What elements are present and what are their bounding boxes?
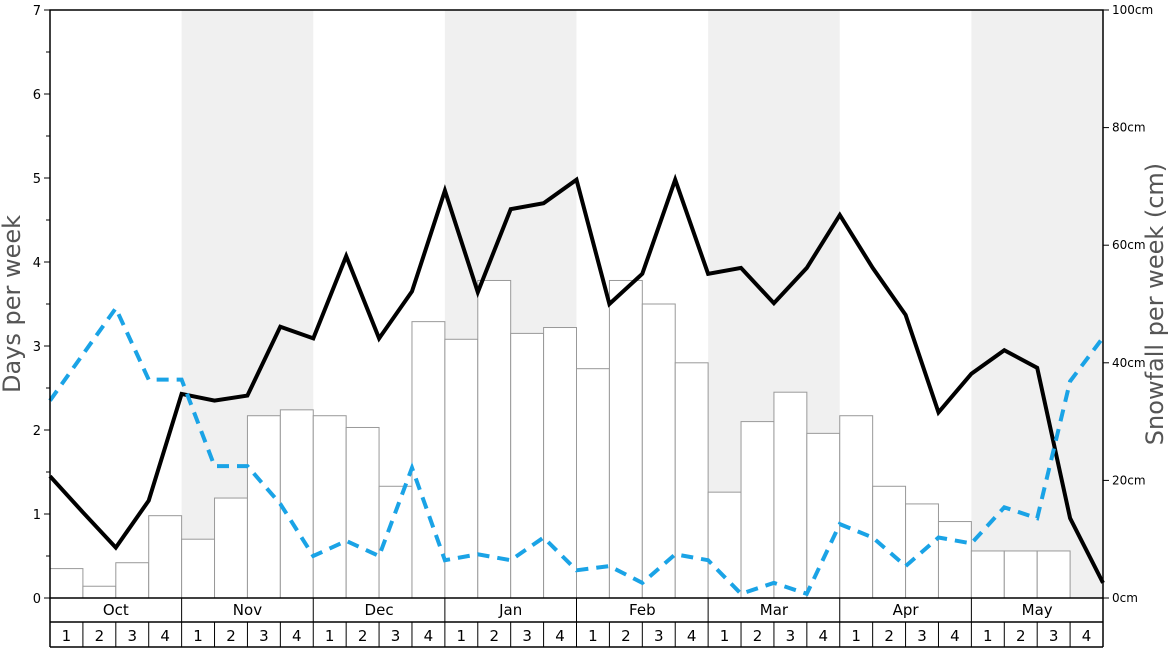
snowfall-bar [246,415,281,599]
snowfall-bar [806,432,841,599]
month-label: Apr [893,601,920,619]
month-label: Mar [760,601,789,619]
month-label: Jan [498,601,522,619]
week-label: 2 [358,627,368,645]
left-tick-label: 4 [33,256,41,271]
snowfall-bar [1003,550,1038,599]
week-label: 2 [884,627,894,645]
snowfall-bar [181,538,216,599]
snowfall-bar [608,279,643,599]
left-tick-label: 3 [33,340,41,355]
week-label: 2 [1016,627,1026,645]
right-tick-label: 20cm [1112,473,1146,487]
left-tick-label: 5 [33,172,41,187]
right-tick-label: 80cm [1112,121,1146,135]
week-label: 3 [917,627,927,645]
month-label: Nov [233,601,262,619]
week-label: 2 [226,627,236,645]
snowfall-bar [937,521,972,599]
right-axis: 0cm 20cm 40cm 60cm 80cm 100cm [1103,3,1153,605]
right-tick-label: 40cm [1112,356,1146,370]
week-label: 4 [950,627,960,645]
week-label: 1 [193,627,203,645]
week-label: 1 [325,627,335,645]
week-label: 3 [259,627,269,645]
week-label: 3 [127,627,137,645]
week-label: 2 [489,627,499,645]
right-tick-label: 0cm [1112,591,1138,605]
week-label: 4 [424,627,434,645]
left-tick-label: 1 [33,508,41,523]
snowfall-bar [345,426,380,599]
week-label: 3 [654,627,664,645]
left-tick-label: 0 [33,592,41,607]
week-label: 4 [1082,627,1092,645]
solid-days-line [48,173,1105,584]
week-label: 3 [786,627,796,645]
snowfall-bar [773,391,808,599]
snowfall-bar [115,562,150,599]
week-label: 4 [687,627,697,645]
week-label: 1 [851,627,861,645]
month-label: Feb [629,601,656,619]
month-label: Oct [103,601,129,619]
snowfall-bar [214,497,248,599]
snowfall-bar [707,491,742,599]
month-label: May [1022,601,1053,619]
snowfall-bar [641,303,676,599]
week-label: 2 [95,627,105,645]
dashed-days-line [48,304,1105,597]
snowfall-bar [279,409,314,599]
snowfall-bar [543,327,577,599]
snowfall-bar [839,415,874,599]
snowfall-bar [82,585,117,599]
snowfall-bar [970,550,1005,599]
week-label: 1 [588,627,598,645]
week-label: 1 [62,627,72,645]
week-label: 2 [621,627,631,645]
snowfall-bar [740,421,775,599]
week-label: 1 [457,627,467,645]
day-lines [48,173,1105,597]
week-label: 3 [391,627,401,645]
snowfall-bar [148,515,183,599]
snowfall-bar [1036,550,1071,599]
right-tick-label: 100cm [1112,3,1153,17]
snowfall-bar [477,279,512,599]
week-label: 4 [160,627,170,645]
left-tick-label: 2 [33,424,41,439]
y-axis-title-left: Days per week [0,215,26,393]
snowfall-bar [510,332,545,599]
snowfall-bar [49,568,84,599]
week-label: 4 [555,627,565,645]
snowfall-bar [312,415,347,599]
y-axis-title-right: Snowfall per week (cm) [1141,163,1168,445]
week-label: 1 [720,627,730,645]
week-label: 3 [522,627,532,645]
left-tick-label: 7 [33,4,41,19]
snowfall-bars [49,279,1071,599]
snowfall-bar [411,321,446,599]
week-label: 4 [292,627,302,645]
snowfall-bar [674,362,709,599]
left-axis: 0 1 2 3 4 5 6 7 [33,4,50,607]
week-label: 2 [753,627,763,645]
month-label: Dec [365,601,394,619]
week-label: 3 [1049,627,1059,645]
shade-may [971,10,1103,598]
x-axis: Oct Nov Dec Jan Feb Mar Apr May 1 2 3 4 1 2 3 4 1 2 3 4 1 2 3 4… [49,598,1104,648]
left-tick-label: 6 [33,88,41,103]
week-label: 4 [819,627,829,645]
snowfall-bar [576,368,610,599]
week-label: 1 [983,627,993,645]
right-tick-label: 60cm [1112,238,1146,252]
